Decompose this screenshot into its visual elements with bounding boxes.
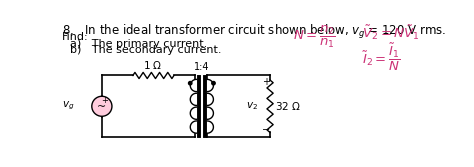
Circle shape [189,81,192,85]
Text: $\tilde{I}_2 = \dfrac{\tilde{I}_1}{N}$: $\tilde{I}_2 = \dfrac{\tilde{I}_1}{N}$ [362,42,401,73]
Text: b)   The secondary current.: b) The secondary current. [70,45,222,55]
Text: +: + [262,77,270,87]
Text: $N = \dfrac{n_2}{n_1}$: $N = \dfrac{n_2}{n_1}$ [293,24,336,50]
Text: +: + [101,96,109,105]
Text: $v_g$: $v_g$ [62,100,74,113]
Text: a)   The primary current.: a) The primary current. [70,39,207,49]
Text: −: − [262,125,270,135]
Text: 1:4: 1:4 [194,62,210,72]
Text: $v_2$: $v_2$ [246,100,258,112]
Text: Find:: Find: [63,32,89,42]
Circle shape [212,81,215,85]
Text: $\tilde{V}_2 = N\tilde{V}_1$: $\tilde{V}_2 = N\tilde{V}_1$ [362,24,419,42]
Text: 32 $\Omega$: 32 $\Omega$ [275,100,301,112]
Text: 8.   In the ideal transformer circuit shown below, $v_g$ = 120 V rms.: 8. In the ideal transformer circuit show… [63,23,447,41]
Text: 1 $\Omega$: 1 $\Omega$ [143,59,163,71]
Text: ~: ~ [97,102,107,112]
Circle shape [92,96,112,116]
